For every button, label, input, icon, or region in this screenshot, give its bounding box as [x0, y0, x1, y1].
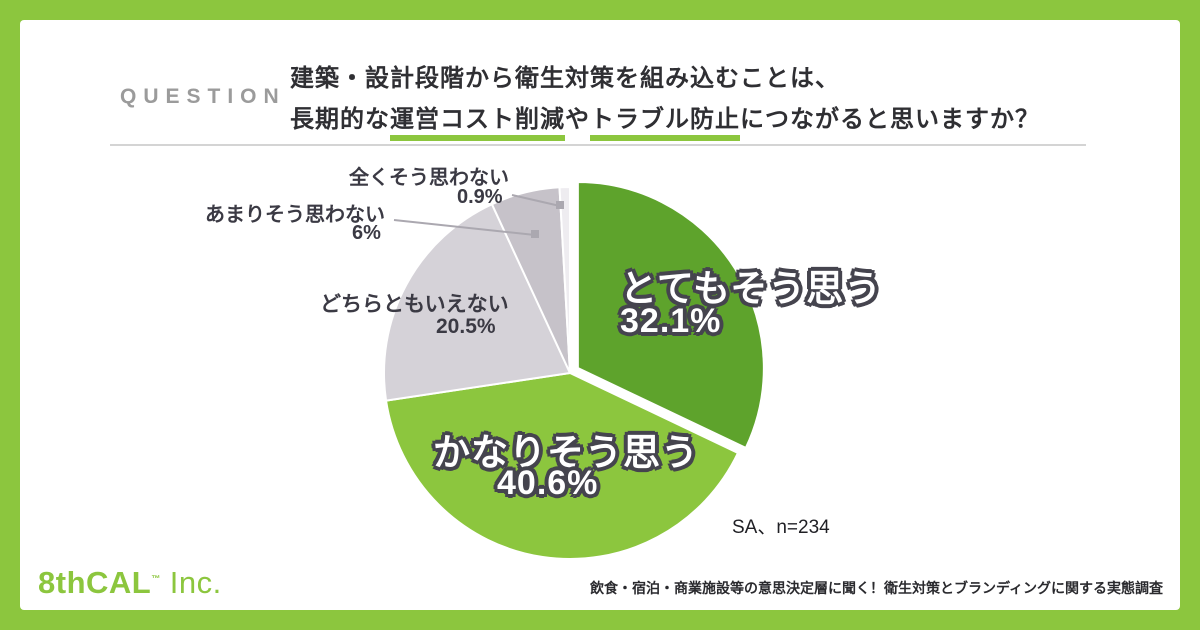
pie-label-neutral: どちらともいえない	[320, 293, 509, 316]
pie-label-quite-agree: かなりそう思う	[433, 432, 699, 473]
pie-slice-0	[576, 181, 765, 449]
sample-note: SA、n=234	[732, 517, 830, 538]
survey-source-text: 飲食・宿泊・商業施設等の意思決定層に聞く！衛生対策とブランディングに関する実態調…	[589, 580, 1163, 596]
pie-chart	[383, 181, 765, 560]
logo-trademark-icon: ™	[151, 573, 161, 584]
question-line-1: 建築・設計段階から衛生対策を組み込むことは、	[290, 65, 840, 92]
pie-label-not-really: あまりそう思わない	[205, 204, 385, 226]
question-line2-post: につながると思いますか？	[740, 106, 1040, 133]
pie-value-not-really: 6%	[352, 222, 381, 244]
question-line2-pre: 長期的な	[290, 106, 390, 133]
pie-slices-group	[383, 181, 765, 560]
question-label: QUESTION	[120, 85, 286, 108]
company-logo: 8thCAL™ Inc.	[38, 565, 222, 601]
pie-slice-1	[385, 372, 739, 560]
pie-slice-4	[558, 186, 571, 374]
question-line2-highlight-2: トラブル防止	[590, 106, 740, 141]
pie-slice-2	[383, 203, 571, 402]
logo-text: 8thCAL	[38, 565, 152, 600]
pie-label-strongly-agree: とてもそう思う	[620, 268, 883, 309]
leader-lines-group	[393, 194, 564, 238]
pie-value-not-at-all: 0.9%	[457, 186, 503, 208]
question-line-2: 長期的な運営コスト削減やトラブル防止につながると思いますか？	[290, 99, 1040, 141]
pie-value-neutral: 20.5%	[436, 315, 496, 338]
leader-dot-none	[556, 201, 564, 209]
divider-line	[110, 144, 1086, 146]
leader-line-notreally	[393, 219, 536, 236]
logo-suffix: Inc.	[169, 565, 222, 600]
pie-value-strongly-agree: 32.1%	[620, 302, 722, 340]
leader-dot-notreally	[531, 230, 539, 238]
pie-value-quite-agree: 40.6%	[497, 464, 599, 502]
leader-line-none	[511, 194, 561, 207]
pie-label-not-at-all: 全くそう思わない	[349, 167, 509, 189]
question-line2-highlight-1: 運営コスト削減	[390, 106, 565, 141]
question-line2-mid: や	[565, 106, 590, 133]
